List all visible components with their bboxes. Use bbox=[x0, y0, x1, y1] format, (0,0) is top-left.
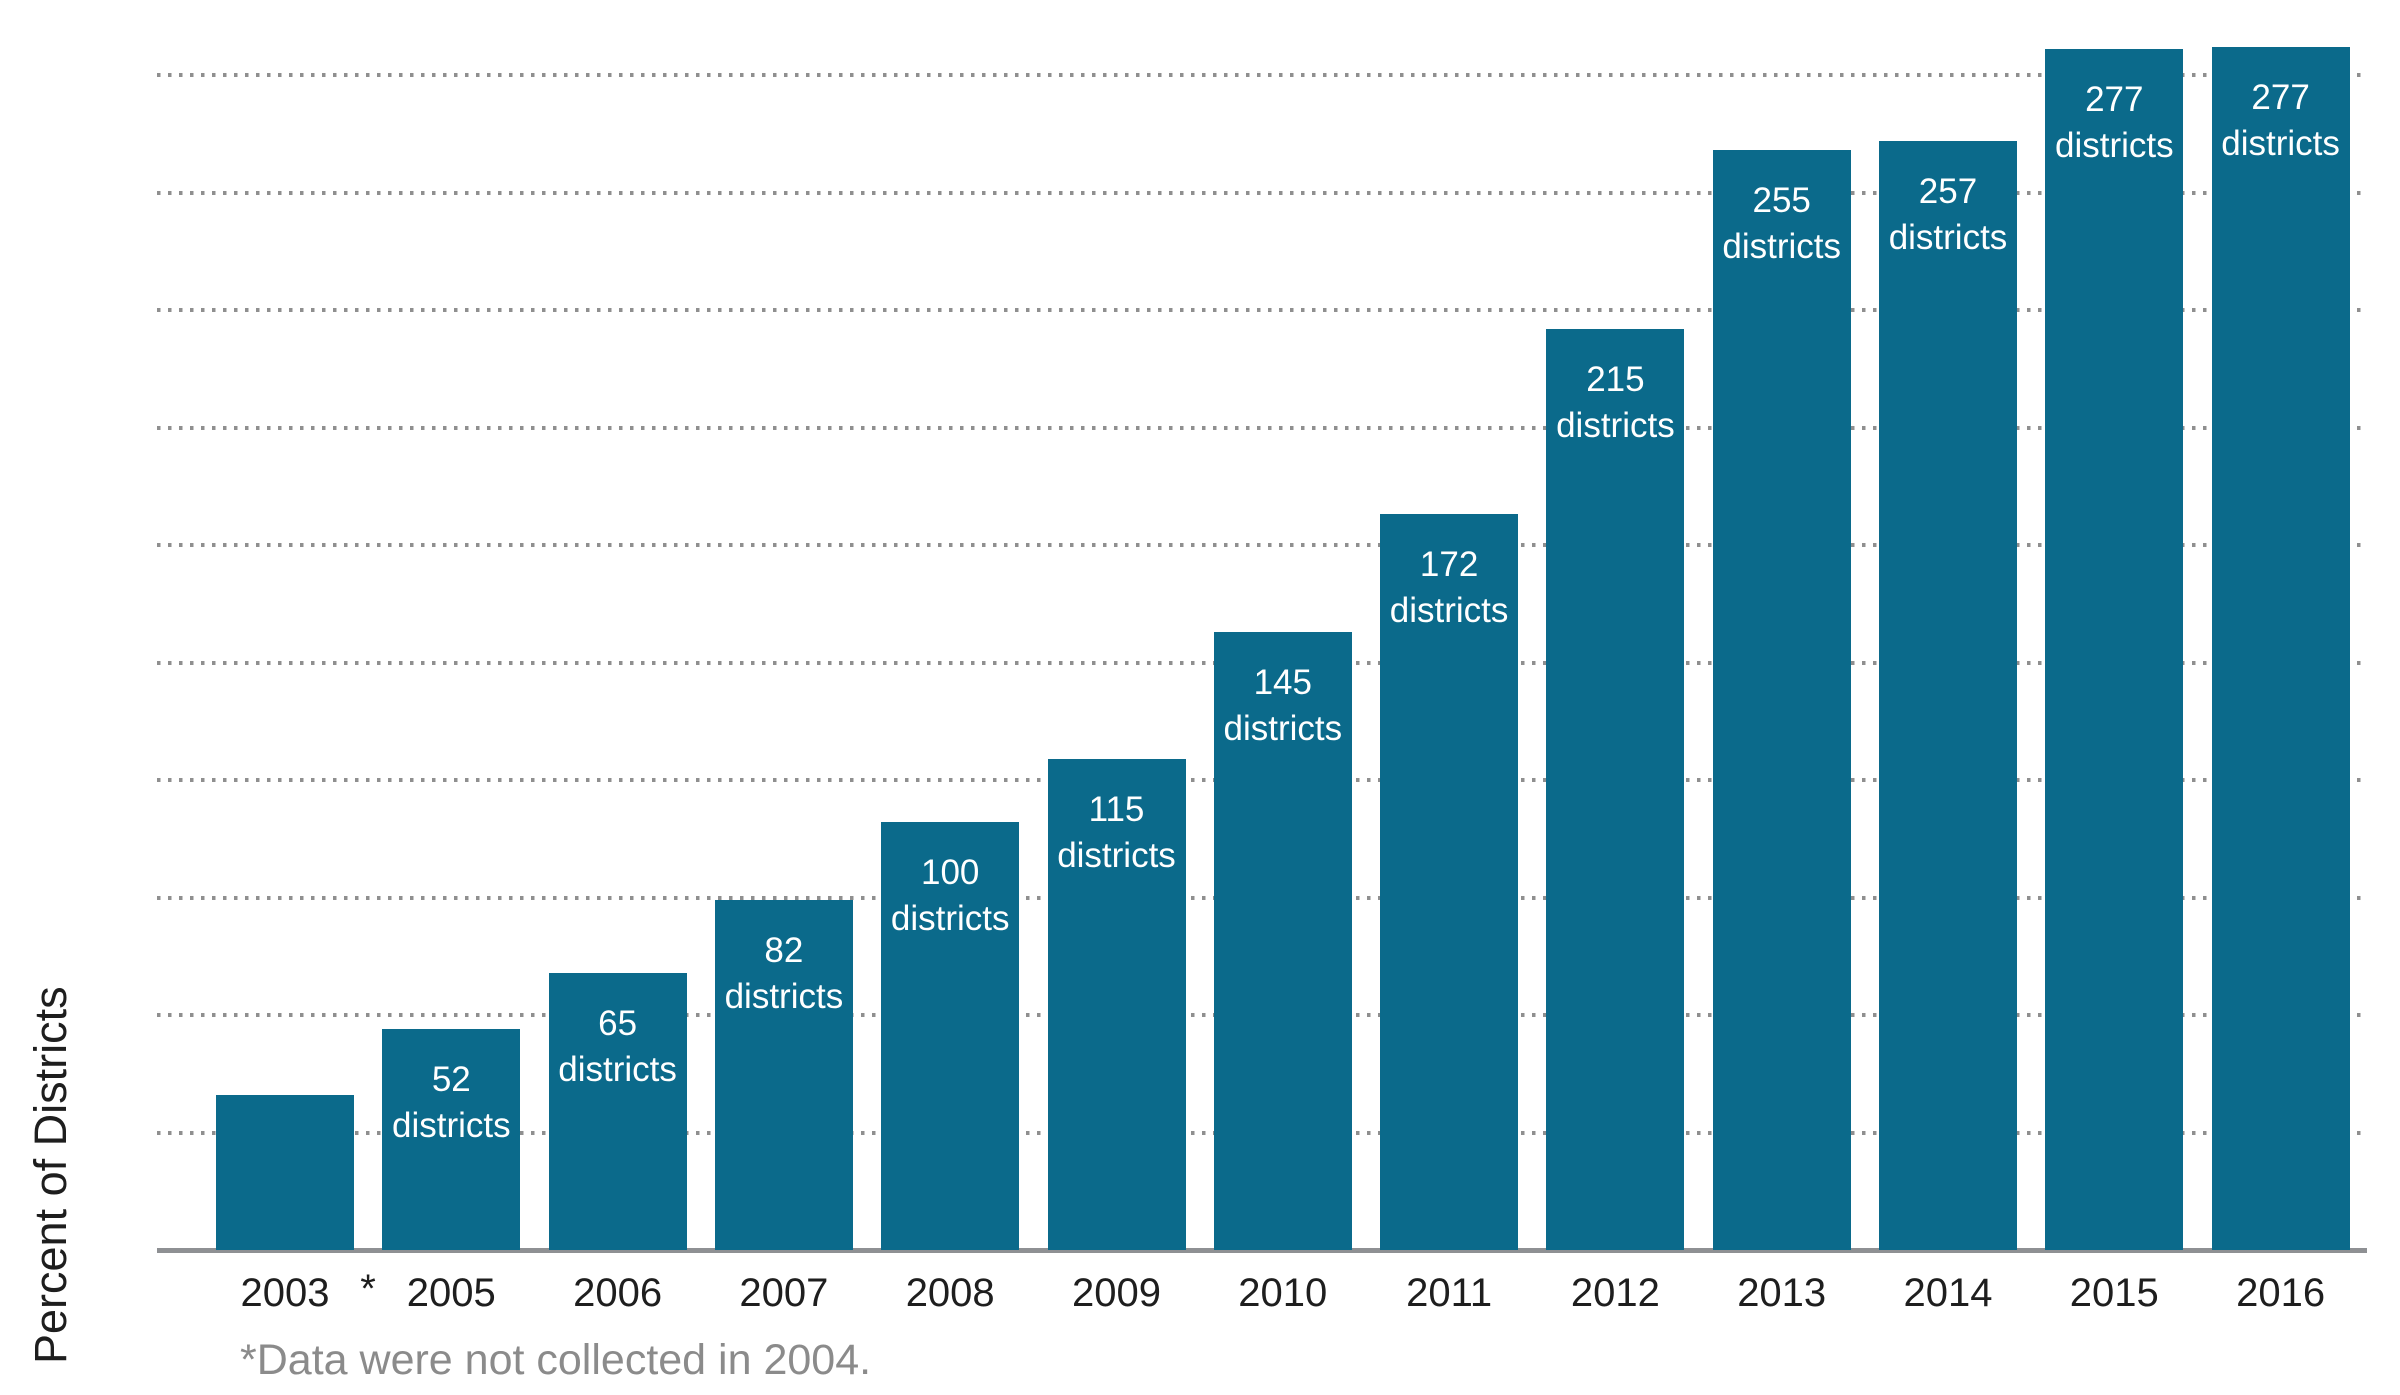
district-count: 277 bbox=[2085, 80, 2144, 120]
x-tick-label-2015: 2015 bbox=[2069, 1271, 2159, 1315]
district-word: districts bbox=[391, 1106, 511, 1146]
x-axis-line bbox=[157, 1248, 2367, 1253]
x-tick-label-2013: 2013 bbox=[1737, 1271, 1827, 1315]
district-count: 277 bbox=[2251, 77, 2310, 117]
bar-2016 bbox=[2211, 46, 2350, 1250]
bar-inside-label-2010: 145 districts bbox=[1198, 660, 1368, 752]
district-word: districts bbox=[1888, 217, 2008, 257]
district-word: districts bbox=[1223, 708, 1343, 748]
district-word: districts bbox=[2221, 123, 2340, 163]
bar-inside-label-2016: 277 districts bbox=[2196, 75, 2366, 167]
bar-inside-label-2008: 100 districts bbox=[865, 850, 1035, 942]
y-axis-title: Percent of Districts bbox=[25, 986, 76, 1364]
district-count: 215 bbox=[1586, 359, 1645, 399]
gridline-45 bbox=[157, 190, 2367, 195]
bar-2015 bbox=[2045, 49, 2184, 1250]
bar-inside-label-2013: 255 districts bbox=[1697, 178, 1867, 270]
district-count: 172 bbox=[1419, 545, 1479, 585]
district-word: districts bbox=[1722, 227, 1841, 267]
bar-inside-label-2007: 82 districts bbox=[699, 928, 869, 1020]
district-word: districts bbox=[558, 1049, 677, 1089]
x-tick-label-2007: 2007 bbox=[739, 1271, 829, 1315]
bar-2012 bbox=[1546, 328, 1685, 1250]
bar-2008 bbox=[881, 822, 1020, 1250]
district-word: districts bbox=[890, 899, 1010, 939]
x-tick-label-2009: 2009 bbox=[1072, 1271, 1161, 1315]
x-tick-label-2010: 2010 bbox=[1238, 1271, 1328, 1315]
x-tick-label-2011: 2011 bbox=[1406, 1271, 1493, 1315]
district-count: 52 bbox=[431, 1060, 471, 1100]
gridline-30 bbox=[157, 543, 2367, 547]
x-tick-label-2003: 2003 bbox=[240, 1271, 330, 1315]
district-count: 145 bbox=[1253, 662, 1312, 702]
bar-2006 bbox=[548, 972, 687, 1250]
bar-inside-label-2009: 115 districts bbox=[1032, 787, 1202, 879]
bar-inside-label-2015: 277 districts bbox=[2029, 77, 2199, 169]
footnote: *Data were not collected in 2004. bbox=[240, 1336, 872, 1384]
x-tick-label-2008: 2008 bbox=[905, 1271, 995, 1315]
gridline-50 bbox=[157, 73, 2367, 77]
district-word: districts bbox=[1389, 591, 1509, 631]
bar-2014 bbox=[1879, 140, 2017, 1250]
district-count: 65 bbox=[598, 1003, 638, 1043]
bar-inside-label-2006: 65 districts bbox=[533, 1001, 703, 1093]
x-tick-label-2012: 2012 bbox=[1570, 1271, 1660, 1315]
bar-2011 bbox=[1380, 514, 1519, 1250]
x-tick-label-2005: 2005 bbox=[406, 1271, 496, 1315]
x-tick-label-2014: 2014 bbox=[1903, 1271, 1993, 1315]
bar-inside-label-2014: 257 districts bbox=[1863, 169, 2033, 261]
gridline-40 bbox=[157, 308, 2367, 312]
bar-2005 bbox=[382, 1029, 521, 1250]
district-count: 82 bbox=[764, 930, 804, 970]
district-word: districts bbox=[724, 976, 844, 1016]
x-tick-label-2016: 2016 bbox=[2236, 1271, 2326, 1315]
district-count: 100 bbox=[920, 853, 980, 893]
district-count: 257 bbox=[1918, 171, 1978, 211]
district-word: districts bbox=[1057, 835, 1176, 875]
bar-2013 bbox=[1712, 150, 1851, 1250]
district-word: districts bbox=[2054, 126, 2174, 166]
bar-2010 bbox=[1213, 631, 1352, 1250]
bar-inside-label-2012: 215 districts bbox=[1530, 357, 1700, 449]
bar-2009 bbox=[1047, 758, 1186, 1250]
missing-year-asterisk: * bbox=[360, 1267, 376, 1311]
bar-2007 bbox=[714, 899, 853, 1250]
bar-inside-label-2011: 172 districts bbox=[1364, 542, 1534, 634]
district-count: 255 bbox=[1752, 181, 1811, 221]
bar-2003 bbox=[216, 1094, 354, 1250]
bar-inside-label-2005: 52 districts bbox=[366, 1057, 536, 1149]
district-count: 115 bbox=[1088, 789, 1145, 829]
x-tick-label-2006: 2006 bbox=[573, 1271, 663, 1315]
gridline-35 bbox=[157, 425, 2367, 430]
district-word: districts bbox=[1556, 405, 1675, 445]
